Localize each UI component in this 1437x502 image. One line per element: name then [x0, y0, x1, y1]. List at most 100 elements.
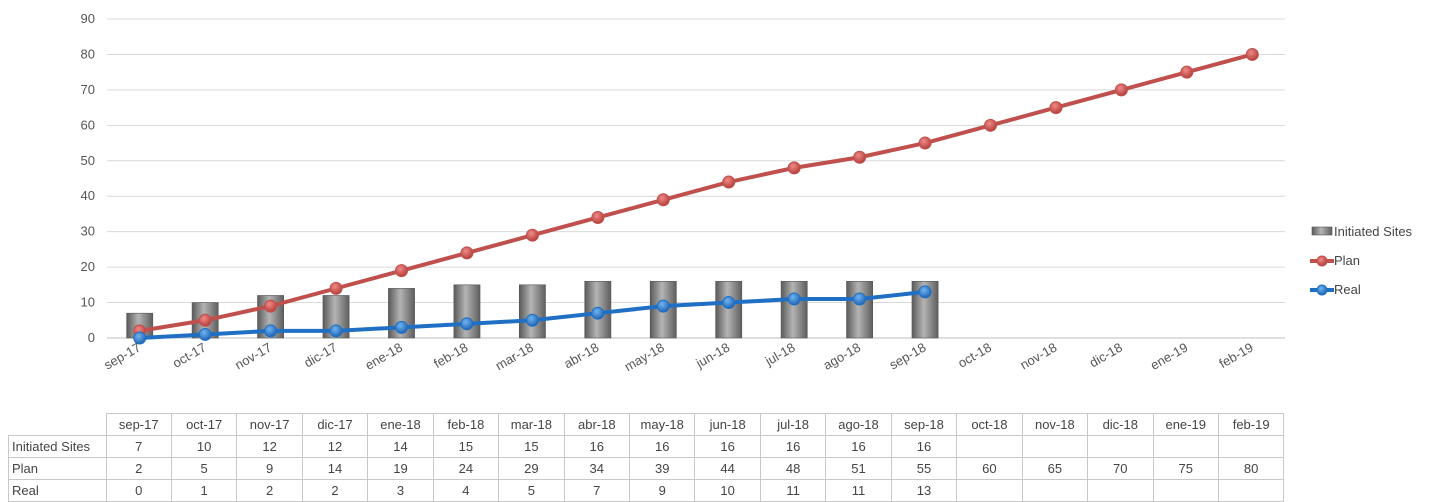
legend-label-plan: Plan — [1334, 253, 1360, 268]
point-plan — [460, 246, 474, 260]
table-cell — [1087, 479, 1154, 502]
x-tick-label: ene-18 — [362, 340, 405, 373]
legend: Initiated Sites Plan Real — [1310, 224, 1413, 297]
table-cell: 44 — [694, 457, 761, 480]
y-tick-label: 40 — [81, 188, 95, 203]
table-cell: 10 — [170, 435, 238, 458]
table-column-header: oct-18 — [956, 413, 1023, 436]
table-cell: 51 — [825, 457, 892, 480]
point-plan — [1049, 101, 1063, 115]
point-real — [198, 327, 212, 341]
table-cell — [956, 479, 1023, 502]
table-cell: 11 — [759, 479, 827, 502]
table-row-header: Real — [8, 479, 107, 502]
point-plan — [1245, 47, 1259, 61]
bar-series — [126, 280, 939, 339]
y-tick-label: 20 — [81, 259, 95, 274]
table-column-header: dic-17 — [301, 413, 369, 436]
table-row: Real 0 1 2 2 3 4 5 7 9 10 11 11 13 — [8, 479, 1285, 502]
table-cell: 14 — [367, 435, 434, 458]
point-plan — [984, 118, 997, 132]
point-plan — [1180, 65, 1194, 79]
x-axis: sep-17 oct-17 nov-17 dic-17 ene-18 feb-18 mar-… — [101, 340, 1255, 375]
table-column-header: abr-18 — [563, 413, 631, 436]
table-cell: 75 — [1152, 457, 1219, 480]
x-tick-label: feb-19 — [1216, 340, 1255, 371]
legend-marker-real — [1316, 284, 1328, 296]
table-column-header: mar-18 — [498, 413, 565, 436]
table-column-header: sep-17 — [105, 413, 172, 436]
table-cell: 7 — [105, 435, 172, 458]
point-real — [787, 292, 801, 306]
point-real — [722, 296, 736, 310]
point-plan — [264, 299, 278, 313]
y-tick-label: 30 — [81, 224, 95, 239]
table-cell: 0 — [105, 479, 172, 502]
table-cell: 4 — [432, 479, 500, 502]
table-cell — [956, 435, 1023, 458]
table-column-header: nov-18 — [1021, 413, 1089, 436]
bar-initiated-sites — [518, 284, 546, 339]
table-cell: 48 — [759, 457, 827, 480]
bar-initiated-sites — [846, 280, 873, 339]
table-cell: 15 — [432, 435, 500, 458]
y-tick-label: 80 — [81, 46, 95, 61]
combo-chart: 0 10 20 30 40 50 60 70 80 90 sep-17 oct-17 nov-17 di… — [81, 11, 1413, 375]
table-cell — [1021, 435, 1089, 458]
legend-marker-plan — [1316, 255, 1328, 267]
y-tick-label: 10 — [81, 295, 95, 310]
table-column-header: feb-18 — [432, 413, 500, 436]
table-header-row: sep-17 oct-17 nov-17 dic-17 ene-18 feb-18 mar-… — [8, 413, 1285, 436]
x-tick-label: mar-18 — [493, 340, 536, 374]
table-cell: 10 — [694, 479, 761, 502]
point-real — [591, 306, 605, 320]
table-cell — [1152, 479, 1219, 502]
table-cell: 16 — [694, 435, 761, 458]
point-real — [853, 292, 867, 306]
table-cell: 14 — [301, 457, 369, 480]
point-real — [918, 285, 932, 299]
table-cell: 1 — [170, 479, 238, 502]
point-plan — [525, 228, 539, 242]
line-plan — [137, 52, 1255, 333]
x-tick-label: may-18 — [622, 340, 667, 375]
table-cell: 70 — [1087, 457, 1154, 480]
table-cell: 80 — [1217, 457, 1285, 480]
table-cell — [1152, 435, 1219, 458]
y-tick-label: 70 — [81, 82, 95, 97]
x-tick-label: dic-17 — [301, 340, 339, 371]
table-cell: 2 — [236, 479, 303, 502]
table-cell: 3 — [367, 479, 434, 502]
x-tick-label: ene-19 — [1148, 340, 1191, 373]
table-cell: 7 — [563, 479, 631, 502]
y-tick-label: 60 — [81, 117, 95, 132]
x-tick-label: dic-18 — [1087, 340, 1125, 371]
x-tick-label: jul-18 — [762, 340, 798, 369]
table-cell: 13 — [890, 479, 958, 502]
table-column-header: ene-19 — [1152, 413, 1219, 436]
table-cell: 16 — [628, 435, 696, 458]
table-column-header: may-18 — [628, 413, 696, 436]
table-corner — [8, 413, 107, 436]
y-axis: 0 10 20 30 40 50 60 70 80 90 — [81, 11, 95, 345]
point-plan — [198, 313, 212, 327]
table-cell: 15 — [498, 435, 565, 458]
legend-label-real: Real — [1334, 282, 1361, 297]
table-cell: 16 — [825, 435, 892, 458]
point-plan — [395, 264, 408, 278]
x-tick-label: nov-18 — [1018, 340, 1060, 373]
x-tick-label: sep-18 — [887, 340, 929, 373]
table-cell: 29 — [498, 457, 565, 480]
table-cell: 12 — [236, 435, 303, 458]
table-cell — [1021, 479, 1089, 502]
table-cell: 2 — [105, 457, 172, 480]
x-tick-label: nov-17 — [232, 340, 274, 373]
table-cell: 12 — [301, 435, 369, 458]
table-cell: 19 — [367, 457, 434, 480]
table-row: Initiated Sites 7 10 12 12 14 15 15 16 16 16 16 16 16 — [8, 435, 1285, 458]
table-column-header: ago-18 — [825, 413, 892, 436]
x-tick-label: jun-18 — [693, 340, 733, 372]
legend-swatch-initiated-sites — [1311, 226, 1333, 236]
point-plan — [329, 281, 343, 295]
x-tick-label: oct-18 — [955, 340, 994, 371]
